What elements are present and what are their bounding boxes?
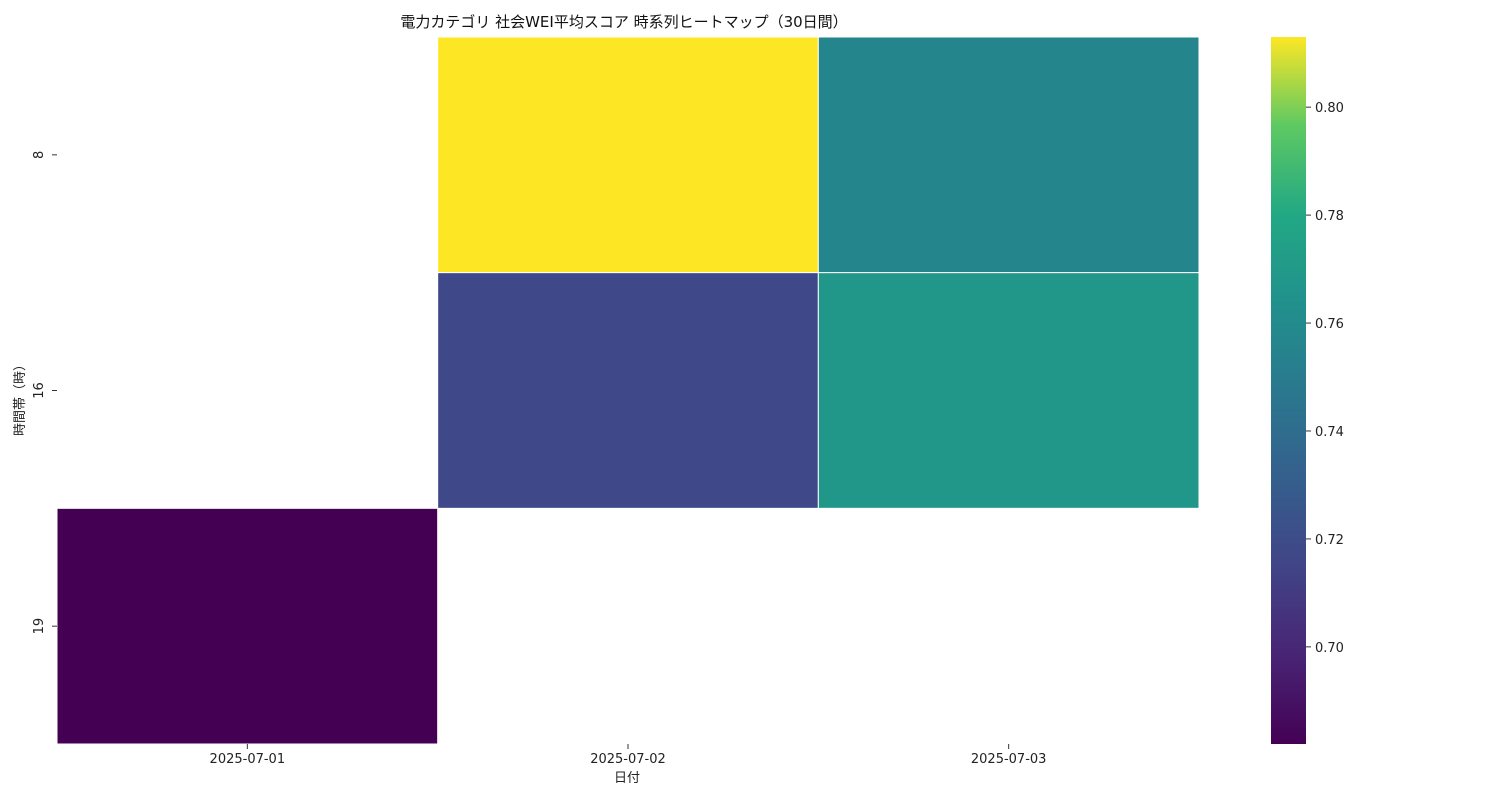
colorbar-tick-label: 0.70 bbox=[1315, 641, 1344, 656]
heatmap-cell-8-2025-07-02 bbox=[437, 36, 819, 274]
heatmap-cell-8-2025-07-03 bbox=[817, 36, 1200, 274]
x-axis-label: 日付 bbox=[614, 771, 640, 786]
x-axis: 2025-07-01 2025-07-02 2025-07-03 bbox=[210, 744, 1047, 767]
colorbar-tick-label: 0.78 bbox=[1315, 209, 1344, 224]
y-tick-label: 8 bbox=[32, 151, 47, 159]
colorbar-tick-label: 0.74 bbox=[1315, 425, 1344, 440]
colorbar: 0.70 0.72 0.74 0.76 0.78 0.80 bbox=[1271, 37, 1344, 744]
colorbar-tick-label: 0.72 bbox=[1315, 533, 1344, 548]
colorbar-tick-label: 0.76 bbox=[1315, 317, 1344, 332]
colorbar-tick-label: 0.80 bbox=[1315, 101, 1344, 116]
y-tick-label: 19 bbox=[32, 618, 47, 635]
heatmap-cell-19-2025-07-01 bbox=[56, 507, 439, 745]
y-axis-label: 時間帯（時） bbox=[13, 358, 28, 436]
x-tick-label: 2025-07-01 bbox=[210, 752, 286, 767]
colorbar-gradient bbox=[1271, 37, 1306, 744]
y-axis: 8 16 19 bbox=[32, 151, 57, 635]
heatmap-cell-16-2025-07-02 bbox=[437, 272, 819, 509]
x-tick-label: 2025-07-02 bbox=[590, 752, 666, 767]
chart-title: 電力カテゴリ 社会WEI平均スコア 時系列ヒートマップ（30日間） bbox=[400, 13, 847, 31]
x-tick-label: 2025-07-03 bbox=[971, 752, 1047, 767]
heatmap-cells bbox=[56, 36, 1200, 745]
y-tick-label: 16 bbox=[32, 382, 47, 399]
heatmap-cell-16-2025-07-03 bbox=[817, 272, 1200, 509]
